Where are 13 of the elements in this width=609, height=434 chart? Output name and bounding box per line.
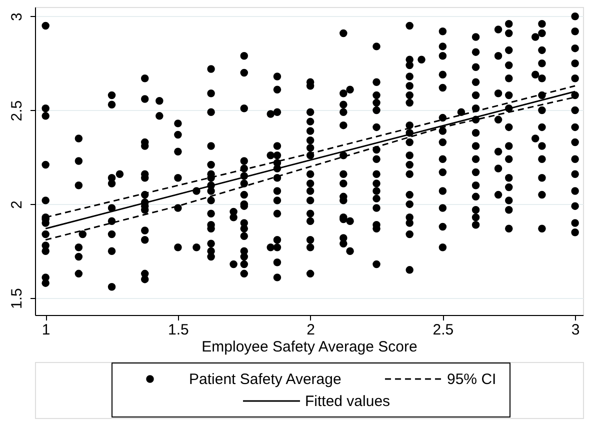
- y-tick-label: 2: [8, 200, 26, 209]
- legend-label: Fitted values: [305, 393, 390, 410]
- x-tick-label: 3: [571, 322, 580, 338]
- y-tick-label: 1.5: [8, 288, 26, 310]
- x-tick-label: 2: [306, 322, 315, 338]
- x-tick-label: 1: [42, 322, 50, 338]
- x-tick-label: 1.5: [168, 322, 189, 338]
- legend-label: Patient Safety Average: [189, 371, 342, 388]
- y-tick-label: 2.5: [8, 100, 26, 122]
- y-tick-label: 3: [8, 12, 26, 22]
- legend-label: 95% CI: [447, 371, 496, 388]
- x-tick-label: 2.5: [432, 322, 454, 338]
- x-axis-title: Employee Safety Average Score: [202, 338, 418, 356]
